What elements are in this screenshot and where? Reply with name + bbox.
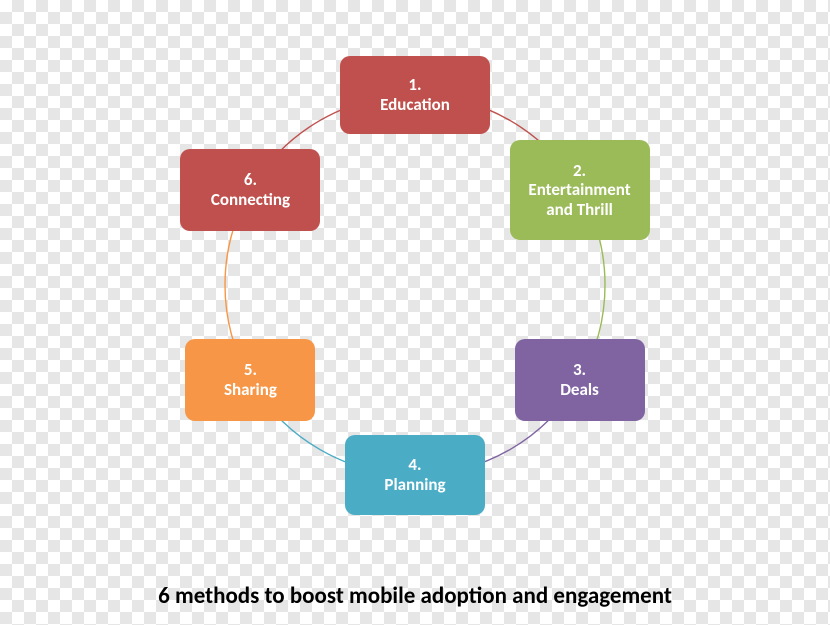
node-number: 6. (244, 170, 257, 190)
cycle-node-1: 1.Education (340, 56, 490, 134)
node-label: Planning (384, 475, 445, 495)
node-label: Education (380, 95, 450, 115)
cycle-node-5: 5.Sharing (185, 339, 315, 421)
cycle-node-3: 3.Deals (515, 339, 645, 421)
node-number: 3. (573, 360, 586, 380)
node-number: 1. (408, 75, 421, 95)
node-number: 4. (408, 455, 421, 475)
diagram-caption: 6 methods to boost mobile adoption and e… (0, 582, 830, 610)
node-number: 5. (244, 360, 257, 380)
node-label: Sharing (224, 380, 277, 400)
node-label: Connecting (211, 190, 290, 210)
node-label: Deals (560, 380, 599, 400)
cycle-node-2: 2.Entertainment and Thrill (510, 140, 650, 240)
diagram-stage: 1.Education 2.Entertainment and Thrill 3.D… (0, 0, 830, 625)
cycle-node-6: 6.Connecting (180, 149, 320, 231)
cycle-node-4: 4.Planning (345, 435, 485, 515)
node-number: 2. (573, 161, 586, 181)
node-label: Entertainment and Thrill (518, 180, 642, 219)
